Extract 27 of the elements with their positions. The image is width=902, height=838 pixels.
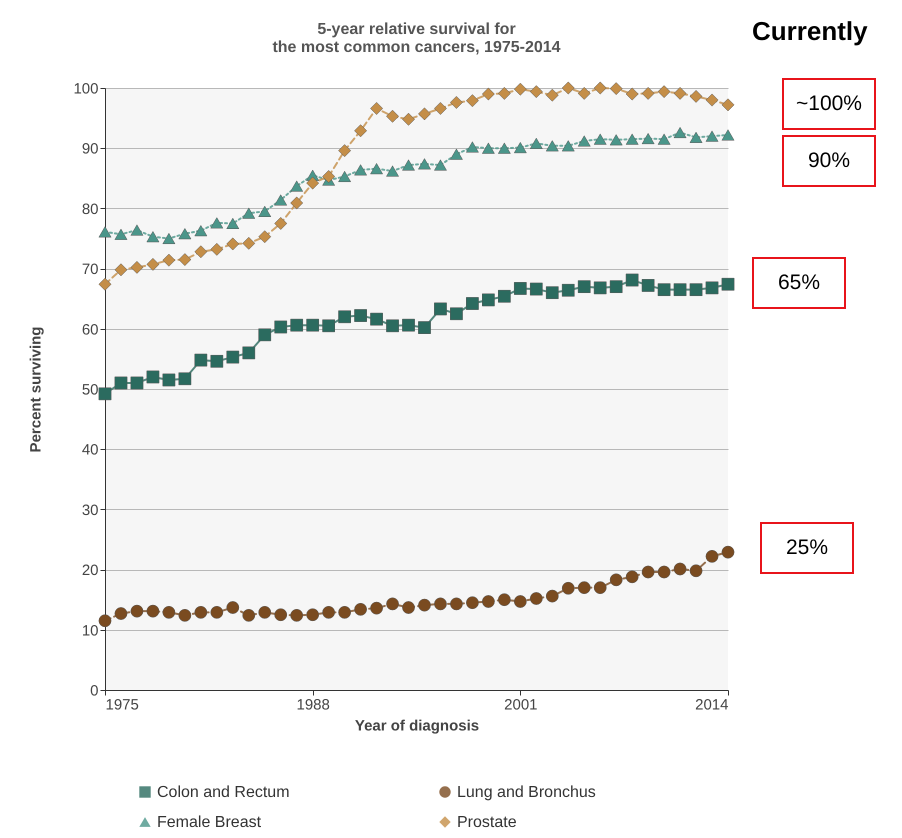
text: 25% — [760, 522, 854, 574]
text: ~100% — [782, 78, 876, 130]
y-tick-label: 40 — [82, 442, 98, 459]
x-tick-label: 1975 — [106, 696, 139, 714]
y-tick-label: 10 — [82, 622, 98, 640]
legend-label: Prostate — [457, 814, 517, 831]
x-tick-label: 1988 — [296, 696, 330, 714]
y-tick-label: 20 — [82, 562, 98, 580]
y-tick-label: 50 — [82, 382, 98, 398]
y-tick-label: 80 — [82, 200, 98, 218]
text: 90% — [782, 135, 876, 187]
x-axis-title: Year of diagnosis — [354, 718, 480, 734]
y-tick-label: 70 — [82, 261, 98, 278]
y-tick-label: 0 — [90, 682, 98, 700]
y-axis-title: Percent surviving — [27, 326, 44, 452]
text: 65% — [752, 257, 846, 309]
y-tick-label: 90 — [82, 140, 98, 158]
legend-label: Lung and Bronchus — [457, 784, 596, 801]
y-tick-label: 30 — [82, 502, 98, 519]
legend-label: Female Breast — [157, 814, 262, 831]
chart-title: 5-year relative survival for the most common cancers, 1975-2014 — [272, 20, 561, 56]
y-tick-label: 100 — [73, 80, 98, 98]
y-tick-label: 60 — [82, 321, 98, 338]
x-tick-label: 2014 — [695, 696, 728, 714]
x-tick-label: 2001 — [504, 696, 538, 714]
text: Currently — [752, 16, 868, 47]
legend-label: Colon and Rectum — [157, 784, 290, 801]
